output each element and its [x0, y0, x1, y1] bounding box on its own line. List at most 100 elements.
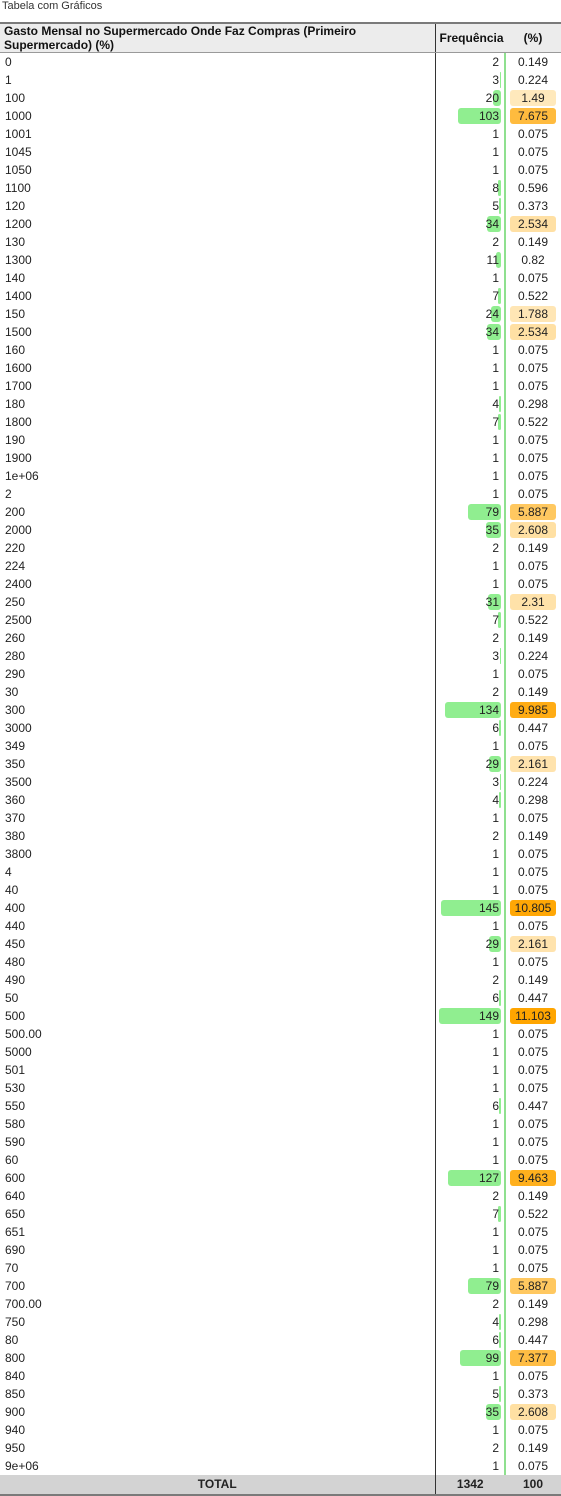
frequency-axis-line — [503, 1348, 506, 1367]
row-percent: 0.149 — [505, 971, 561, 989]
frequency-axis-line — [503, 1456, 506, 1475]
frequency-axis-line — [503, 1384, 506, 1403]
row-frequency: 1 — [434, 844, 506, 863]
frequency-value: 6 — [492, 720, 499, 735]
row-frequency: 2 — [434, 826, 506, 845]
row-percent: 10.805 — [505, 899, 561, 917]
row-label: 0 — [5, 54, 12, 69]
row-frequency: 7 — [434, 610, 506, 629]
row-frequency: 1 — [434, 484, 506, 503]
row-frequency: 1 — [434, 1114, 506, 1133]
frequency-axis-line — [503, 682, 506, 701]
row-percent: 0.075 — [505, 1133, 561, 1151]
table-row: 30 2 0.149 — [0, 682, 561, 701]
frequency-axis-line — [503, 952, 506, 971]
percent-value: 0.075 — [517, 1368, 549, 1383]
percent-value: 0.075 — [517, 270, 549, 285]
frequency-bar — [492, 89, 501, 106]
table-row: 1000 103 7.675 — [0, 106, 561, 125]
table-row: 1e+06 1 0.075 — [0, 466, 561, 485]
percent-value: 0.075 — [517, 360, 549, 375]
frequency-value: 4 — [492, 396, 499, 411]
percent-value: 0.447 — [517, 1098, 549, 1113]
percent-value: 0.298 — [517, 396, 549, 411]
row-percent: 0.075 — [505, 863, 561, 881]
frequency-value: 103 — [478, 108, 499, 123]
row-percent: 0.075 — [505, 1115, 561, 1133]
table-row: 5000 1 0.075 — [0, 1042, 561, 1061]
frequency-axis-line — [503, 1330, 506, 1349]
row-label: 700 — [5, 1278, 26, 1293]
row-percent: 0.075 — [505, 953, 561, 971]
table-row: 290 1 0.075 — [0, 664, 561, 683]
frequency-axis-line — [503, 340, 506, 359]
frequency-value: 1 — [492, 378, 499, 393]
table-row: 349 1 0.075 — [0, 736, 561, 755]
table-row: 550 6 0.447 — [0, 1096, 561, 1115]
frequency-value: 1 — [492, 342, 499, 357]
frequency-value: 2 — [492, 1188, 499, 1203]
row-label: 370 — [5, 810, 26, 825]
frequency-bar — [499, 647, 501, 664]
row-label: 850 — [5, 1386, 26, 1401]
percent-value: 0.447 — [517, 990, 549, 1005]
row-percent: 0.522 — [505, 611, 561, 629]
row-percent: 0.075 — [505, 737, 561, 755]
table-row: 800 99 7.377 — [0, 1348, 561, 1367]
frequency-bar — [498, 1385, 501, 1402]
row-label: 400 — [5, 900, 26, 915]
table-row: 2000 35 2.608 — [0, 520, 561, 539]
frequency-axis-line — [503, 1168, 506, 1187]
row-label: 480 — [5, 954, 26, 969]
table-row: 900 35 2.608 — [0, 1402, 561, 1421]
row-label: 349 — [5, 738, 26, 753]
row-label: 690 — [5, 1242, 26, 1257]
row-frequency: 1 — [434, 376, 506, 395]
row-frequency: 1 — [434, 1222, 506, 1241]
table-row: 950 2 0.149 — [0, 1438, 561, 1457]
percent-value: 0.075 — [517, 162, 549, 177]
row-label: 40 — [5, 882, 19, 897]
frequency-axis-line — [503, 268, 506, 287]
table-row: 651 1 0.075 — [0, 1222, 561, 1241]
row-label: 950 — [5, 1440, 26, 1455]
table-row: 480 1 0.075 — [0, 952, 561, 971]
row-label: 380 — [5, 828, 26, 843]
table-row: 220 2 0.149 — [0, 538, 561, 557]
frequency-value: 1 — [492, 1134, 499, 1149]
table-row: 940 1 0.075 — [0, 1420, 561, 1439]
frequency-value: 1 — [492, 432, 499, 447]
row-frequency: 1 — [434, 808, 506, 827]
row-label: 750 — [5, 1314, 26, 1329]
frequency-value: 1 — [492, 810, 499, 825]
row-frequency: 35 — [434, 520, 506, 539]
table-row: 530 1 0.075 — [0, 1078, 561, 1097]
percent-value: 9.463 — [510, 1169, 556, 1186]
frequency-axis-line — [503, 664, 506, 683]
frequency-axis-line — [503, 1132, 506, 1151]
frequency-value: 3 — [492, 774, 499, 789]
table-row: 1500 34 2.534 — [0, 322, 561, 341]
table-row: 600 127 9.463 — [0, 1168, 561, 1187]
frequency-value: 1 — [492, 882, 499, 897]
percent-value: 0.075 — [517, 378, 549, 393]
frequency-bar — [440, 899, 501, 916]
frequency-value: 1 — [492, 1368, 499, 1383]
percent-value: 2.608 — [510, 521, 556, 538]
percent-value: 0.075 — [517, 864, 549, 879]
percent-value: 0.522 — [517, 288, 549, 303]
row-frequency: 8 — [434, 178, 506, 197]
row-frequency: 99 — [434, 1348, 506, 1367]
row-percent: 0.075 — [505, 917, 561, 935]
row-frequency: 1 — [434, 1420, 506, 1439]
row-label: 800 — [5, 1350, 26, 1365]
row-label: 4 — [5, 864, 12, 879]
frequency-value: 1 — [492, 360, 499, 375]
percent-value: 2.161 — [510, 755, 556, 772]
frequency-axis-line — [503, 88, 506, 107]
table-row: 1600 1 0.075 — [0, 358, 561, 377]
frequency-axis-line — [503, 826, 506, 845]
percent-value: 0.075 — [517, 810, 549, 825]
frequency-axis-line — [503, 898, 506, 917]
table-row: 260 2 0.149 — [0, 628, 561, 647]
